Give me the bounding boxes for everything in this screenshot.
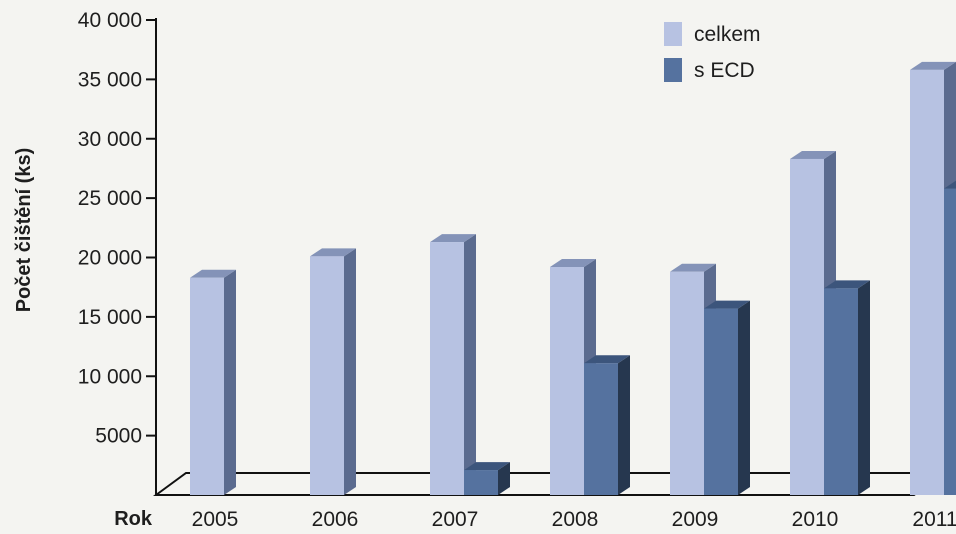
- bar-top: [670, 263, 716, 272]
- bar-celkem: [310, 248, 356, 495]
- bar-top: [464, 462, 510, 471]
- y-tick-label: 5000: [95, 425, 142, 448]
- x-axis-labels: 2005 2006 2007 2008 2009 2010 2011: [192, 508, 956, 531]
- bar-top: [944, 180, 956, 189]
- bar-side: [224, 269, 236, 495]
- bar-side: [344, 248, 356, 495]
- bar-s-ecd: [824, 280, 870, 495]
- bar-top: [430, 234, 476, 243]
- bar-front: [790, 158, 824, 495]
- bar-front: [464, 470, 498, 495]
- x-tick-label: 2005: [192, 508, 239, 529]
- bar-celkem: [190, 269, 236, 495]
- bar-top: [704, 300, 750, 309]
- bar-front: [584, 363, 618, 495]
- bar-front: [670, 271, 704, 495]
- bar-side: [498, 462, 510, 495]
- x-tick-label: 2007: [432, 508, 479, 529]
- y-tick-label: 20 000: [78, 247, 142, 270]
- bar-top: [584, 355, 630, 364]
- y-tick-label: 30 000: [78, 128, 142, 151]
- bar-s-ecd: [584, 355, 630, 495]
- bar-front: [550, 267, 584, 495]
- y-axis-title: Počet čištění (ks): [13, 148, 35, 313]
- bar-side: [738, 300, 750, 495]
- y-tick-label: 35 000: [78, 68, 142, 91]
- bar-front: [704, 308, 738, 495]
- bar-front: [910, 69, 944, 495]
- legend-swatch: [664, 58, 682, 82]
- y-tick-label: 25 000: [78, 187, 142, 210]
- bar-side: [464, 234, 476, 495]
- x-tick-label: 2008: [552, 508, 599, 529]
- bar-top: [824, 280, 870, 289]
- bar-s-ecd: [704, 300, 750, 495]
- bar-celkem: [550, 259, 596, 495]
- x-tick-label: 2006: [312, 508, 359, 529]
- bars-layer: [190, 61, 956, 495]
- x-tick-label: 2010: [792, 508, 839, 529]
- bar-front: [430, 242, 464, 495]
- y-axis: 5000 10 000 15 000 20 000 25 000 30 000 35 000…: [78, 9, 157, 495]
- bar-top: [910, 61, 956, 70]
- legend-label: s ECD: [694, 59, 755, 82]
- bar-top: [790, 150, 836, 159]
- legend: celkem s ECD: [664, 22, 761, 82]
- bar-front: [944, 188, 956, 495]
- legend-label: celkem: [694, 23, 761, 46]
- y-tick-label: 40 000: [78, 9, 142, 32]
- bar-s-ecd: [944, 180, 956, 495]
- x-axis-title: Rok: [114, 508, 153, 529]
- bar-top: [550, 259, 596, 267]
- bar-side: [858, 280, 870, 495]
- x-tick-label: 2009: [672, 508, 719, 529]
- bar-front: [824, 288, 858, 495]
- x-tick-label: 2011: [912, 508, 956, 529]
- bar-front: [190, 277, 224, 495]
- bar-front: [310, 256, 344, 495]
- bar-s-ecd: [464, 462, 510, 495]
- y-tick-label: 10 000: [78, 365, 142, 388]
- y-tick-label: 15 000: [78, 306, 142, 329]
- bar-celkem: [430, 234, 476, 495]
- bar-top: [310, 248, 356, 257]
- bar-side: [618, 355, 630, 495]
- bar-top: [190, 269, 236, 278]
- legend-swatch: [664, 22, 682, 46]
